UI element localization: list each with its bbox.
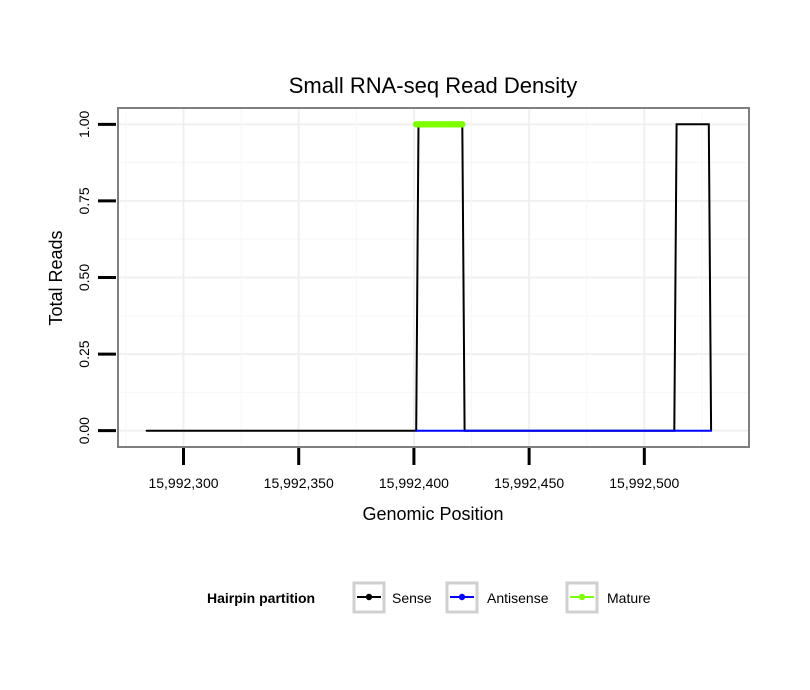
y-axis: 0.00 0.25 0.50 0.75 1.00 [76, 110, 116, 444]
legend-title: Hairpin partition [207, 590, 315, 606]
x-tick-label-1: 15,992,350 [264, 475, 334, 491]
y-tick-label-4: 1.00 [76, 110, 92, 137]
legend-swatch-dot-mature [578, 593, 586, 601]
y-axis-title: Total Reads [46, 230, 66, 325]
x-tick-label-2: 15,992,400 [379, 475, 449, 491]
legend-item-sense: Sense [352, 581, 432, 614]
legend-label-sense: Sense [392, 590, 432, 606]
legend-item-mature: Mature [565, 581, 651, 614]
x-tick-label-3: 15,992,450 [494, 475, 564, 491]
series-layer [145, 121, 713, 432]
x-axis-title: Genomic Position [362, 504, 503, 524]
legend: Hairpin partition Sense Antisense Mature [207, 581, 651, 614]
chart-title: Small RNA-seq Read Density [289, 73, 578, 98]
y-tick-label-2: 0.50 [76, 264, 92, 291]
y-tick-label-3: 0.75 [76, 187, 92, 214]
x-axis: 15,992,300 15,992,350 15,992,400 15,992,450… [148, 448, 680, 491]
legend-item-antisense: Antisense [445, 581, 549, 614]
legend-swatch-dot-antisense [458, 593, 466, 601]
x-tick-label-4: 15,992,500 [609, 475, 679, 491]
legend-swatch-dot-sense [365, 593, 373, 601]
x-tick-label-0: 15,992,300 [148, 475, 218, 491]
legend-label-mature: Mature [607, 590, 651, 606]
series-point-mature-20 [459, 121, 466, 128]
y-tick-label-1: 0.25 [76, 340, 92, 367]
y-tick-label-0: 0.00 [76, 417, 92, 444]
legend-label-antisense: Antisense [487, 590, 549, 606]
